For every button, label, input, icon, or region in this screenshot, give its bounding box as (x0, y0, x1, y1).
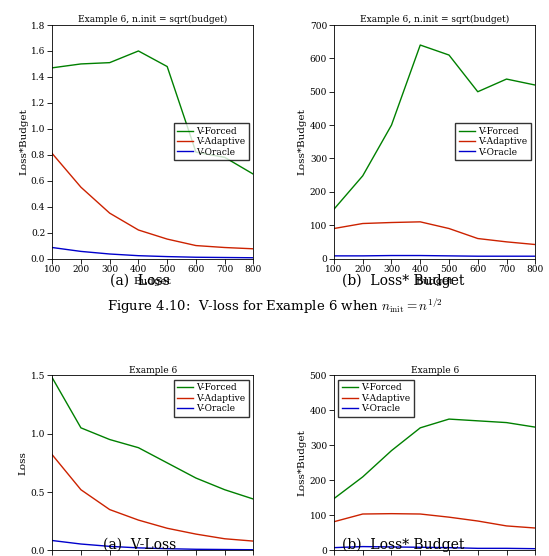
Y-axis label: Loss*Budget: Loss*Budget (298, 108, 307, 175)
Text: Figure 4.10:  V-loss for Example 6 when $n_{\mathrm{init}} = n^{1/2}$: Figure 4.10: V-loss for Example 6 when $… (107, 296, 442, 316)
Text: (a)  V-Loss: (a) V-Loss (103, 538, 177, 552)
Title: Example 6: Example 6 (411, 365, 459, 375)
X-axis label: Budget: Budget (134, 277, 172, 286)
Y-axis label: Loss*Budget: Loss*Budget (298, 429, 307, 497)
Legend: V-Forced, V-Adaptive, V-Oracle: V-Forced, V-Adaptive, V-Oracle (456, 123, 531, 160)
Title: Example 6: Example 6 (128, 365, 177, 375)
Title: Example 6, n.init = sqrt(budget): Example 6, n.init = sqrt(budget) (78, 15, 227, 24)
Text: (a)  Loss: (a) Loss (110, 274, 170, 287)
Legend: V-Forced, V-Adaptive, V-Oracle: V-Forced, V-Adaptive, V-Oracle (173, 380, 249, 417)
Title: Example 6, n.init = sqrt(budget): Example 6, n.init = sqrt(budget) (360, 15, 509, 24)
Text: (b)  Loss* Budget: (b) Loss* Budget (343, 537, 464, 552)
Legend: V-Forced, V-Adaptive, V-Oracle: V-Forced, V-Adaptive, V-Oracle (173, 123, 249, 160)
Y-axis label: Loss: Loss (19, 451, 28, 475)
X-axis label: Budget: Budget (416, 277, 453, 286)
Legend: V-Forced, V-Adaptive, V-Oracle: V-Forced, V-Adaptive, V-Oracle (339, 380, 414, 417)
Y-axis label: Loss*Budget: Loss*Budget (19, 108, 28, 175)
Text: (b)  Loss* Budget: (b) Loss* Budget (343, 274, 464, 288)
